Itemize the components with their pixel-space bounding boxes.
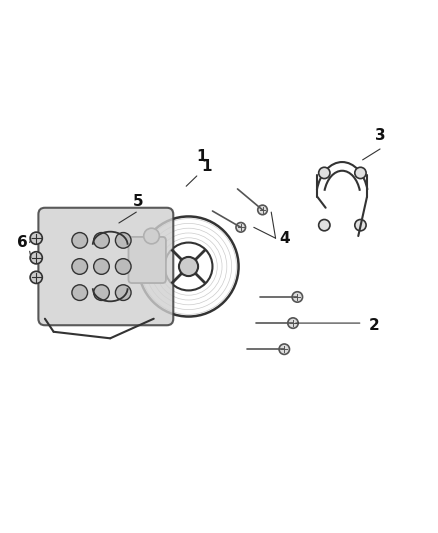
Circle shape <box>355 220 366 231</box>
Text: 3: 3 <box>375 128 385 143</box>
Circle shape <box>179 257 198 276</box>
Circle shape <box>94 259 110 274</box>
Circle shape <box>319 167 330 179</box>
Circle shape <box>319 220 330 231</box>
Circle shape <box>72 259 88 274</box>
Circle shape <box>94 285 110 301</box>
Circle shape <box>258 205 267 215</box>
Circle shape <box>116 285 131 301</box>
Circle shape <box>236 223 246 232</box>
Circle shape <box>30 232 42 244</box>
FancyBboxPatch shape <box>128 237 166 283</box>
Circle shape <box>72 232 88 248</box>
Circle shape <box>292 292 303 302</box>
Circle shape <box>144 228 159 244</box>
Text: 1: 1 <box>196 149 207 164</box>
Circle shape <box>30 252 42 264</box>
Circle shape <box>116 232 131 248</box>
Circle shape <box>72 285 88 301</box>
Circle shape <box>355 167 366 179</box>
Circle shape <box>279 344 290 354</box>
Text: 1: 1 <box>186 159 212 186</box>
Circle shape <box>116 259 131 274</box>
Circle shape <box>30 271 42 284</box>
Circle shape <box>94 232 110 248</box>
Text: 5: 5 <box>133 193 144 208</box>
FancyBboxPatch shape <box>39 208 173 325</box>
Text: 6: 6 <box>17 235 28 250</box>
Circle shape <box>288 318 298 328</box>
Text: 4: 4 <box>279 231 290 246</box>
Text: 2: 2 <box>369 318 380 333</box>
